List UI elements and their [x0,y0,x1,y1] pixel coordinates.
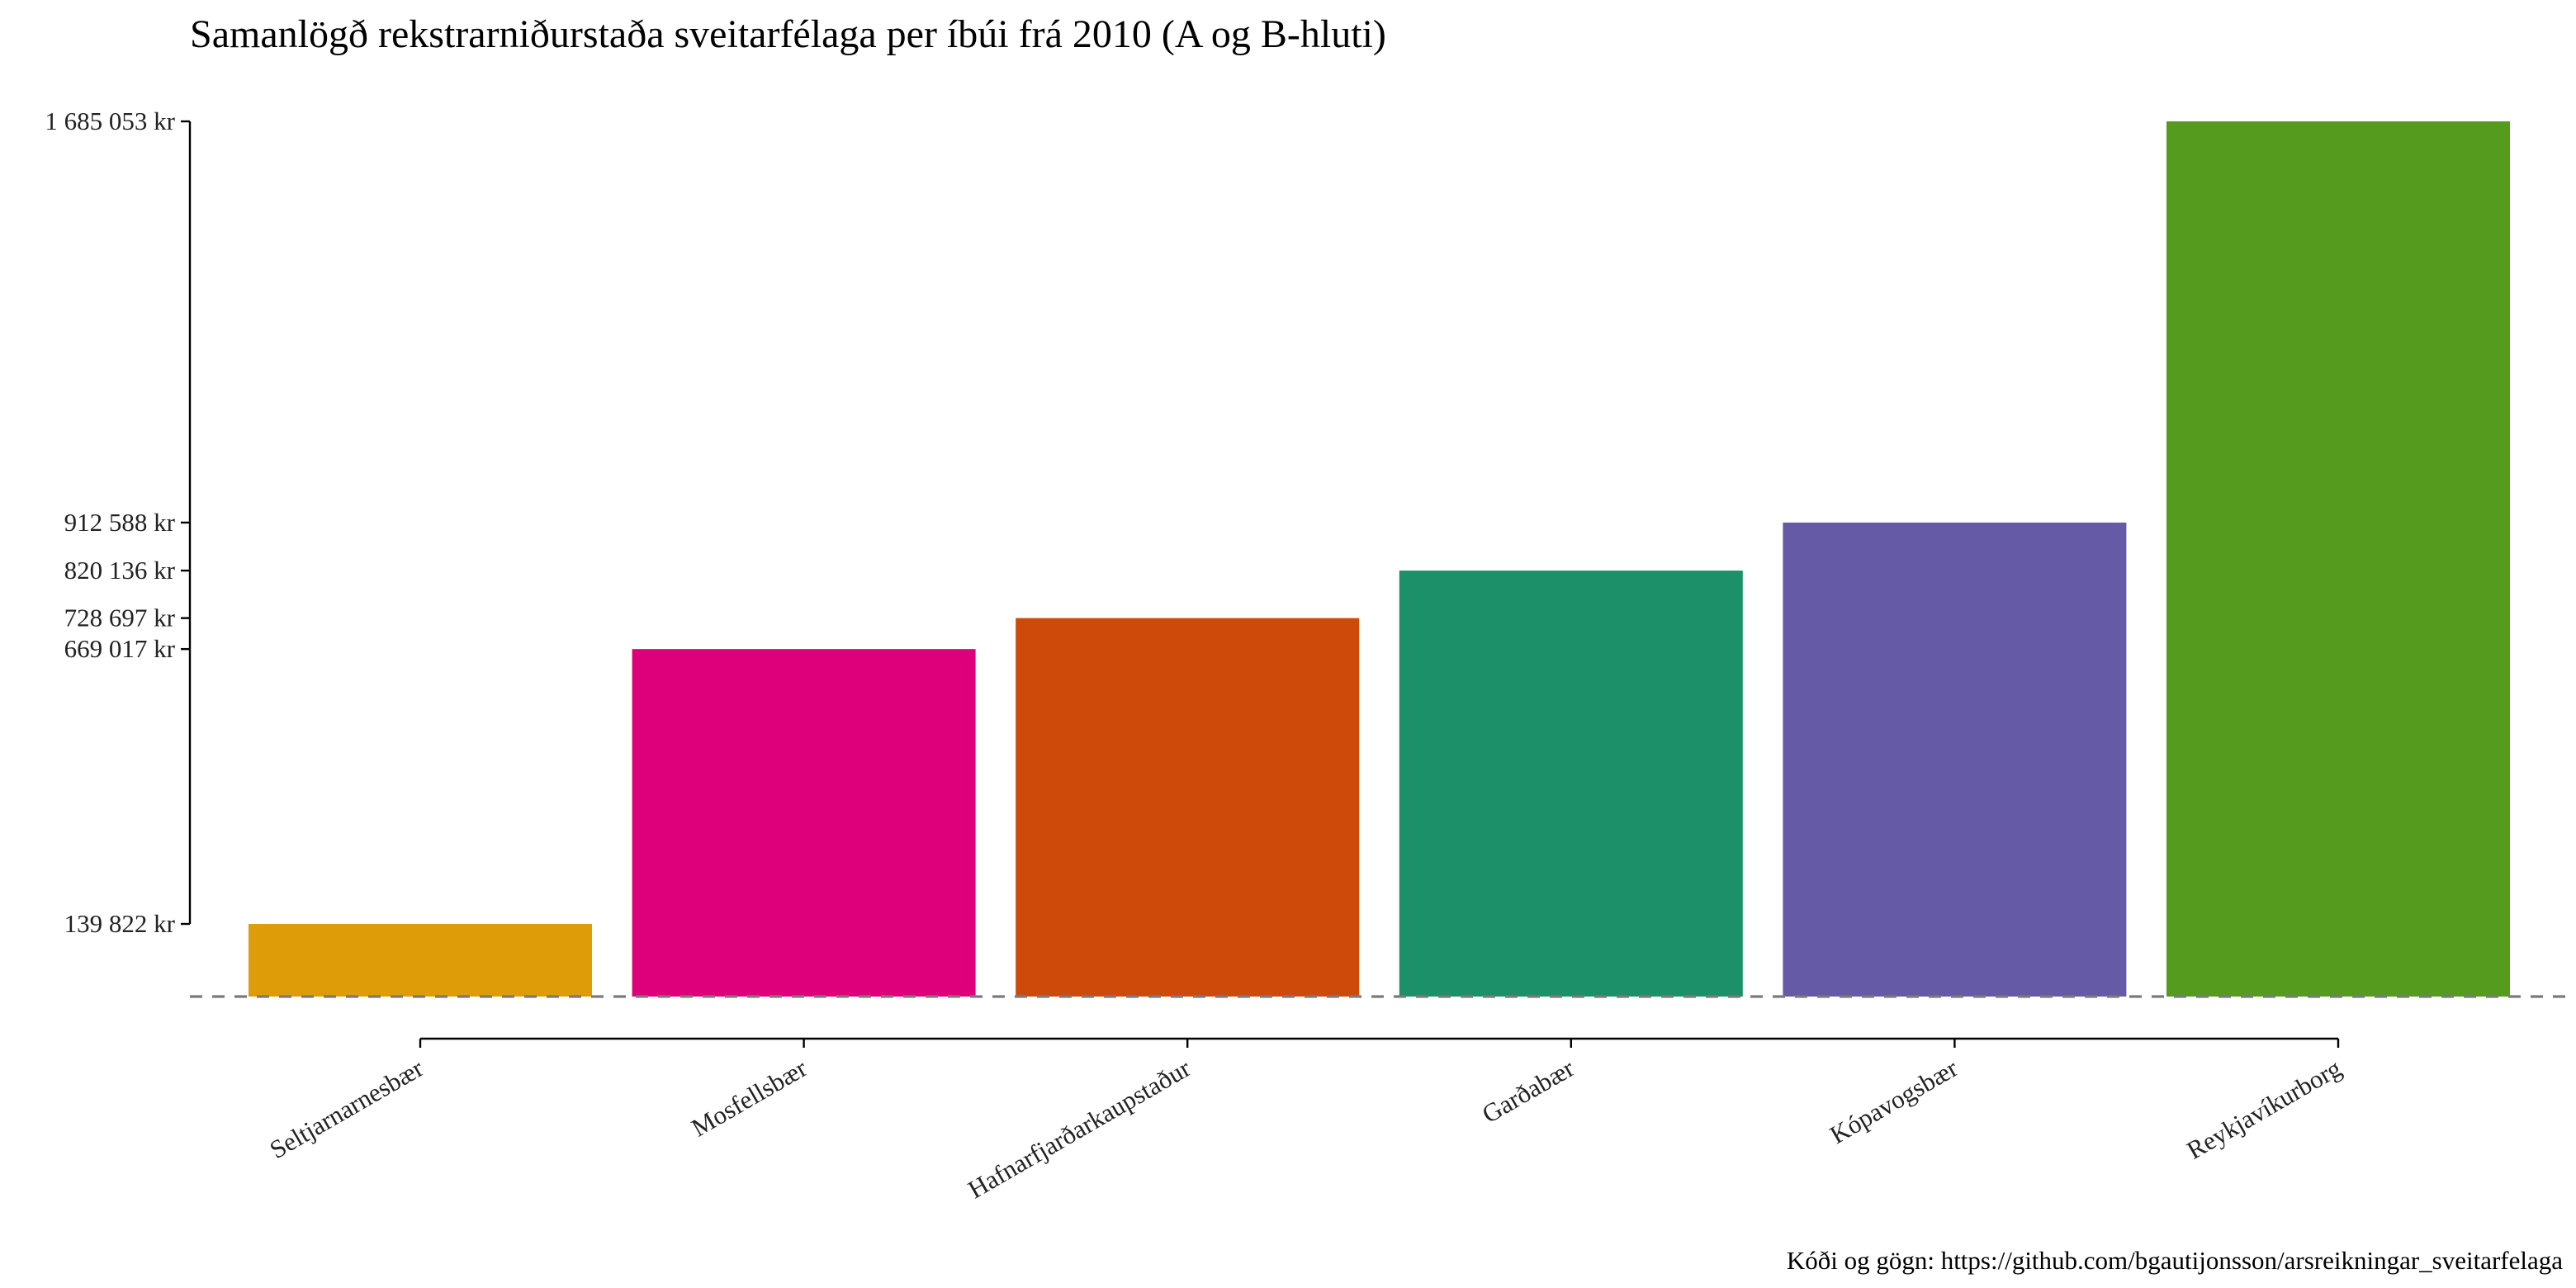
bars [249,121,2510,997]
x-tick-label: Reykjavíkurborg [2182,1054,2346,1165]
bar [249,924,592,997]
bar [1783,522,2127,997]
bar [1016,618,1360,997]
x-tick-label: Kópavogsbær [1825,1053,1963,1149]
y-tick-label: 1 685 053 kr [45,107,175,135]
x-tick-label: Seltjarnarnesbær [265,1053,429,1164]
y-tick-label: 728 697 kr [64,604,176,632]
bar [632,649,976,997]
bar [2166,121,2510,997]
bar [1399,571,1743,997]
y-tick-label: 139 822 kr [64,909,176,938]
chart-caption: Kóði og gögn: https://github.com/bgautij… [1787,1246,2563,1275]
x-tick-label: Mosfellsbær [686,1053,812,1142]
x-tick-label: Garðabær [1477,1053,1579,1129]
y-tick-label: 912 588 kr [64,508,176,537]
x-axis: Seltjarnarnesbær Mosfellsbær Hafnarfjarðar… [265,1037,2346,1204]
chart-title: Samanlögð rekstrarniðurstaða sveitarféla… [190,12,1386,56]
y-tick-label: 669 017 kr [64,634,176,663]
y-tick-label: 820 136 kr [64,556,176,585]
x-tick-label: Hafnarfjarðarkaupstaður [963,1053,1196,1204]
